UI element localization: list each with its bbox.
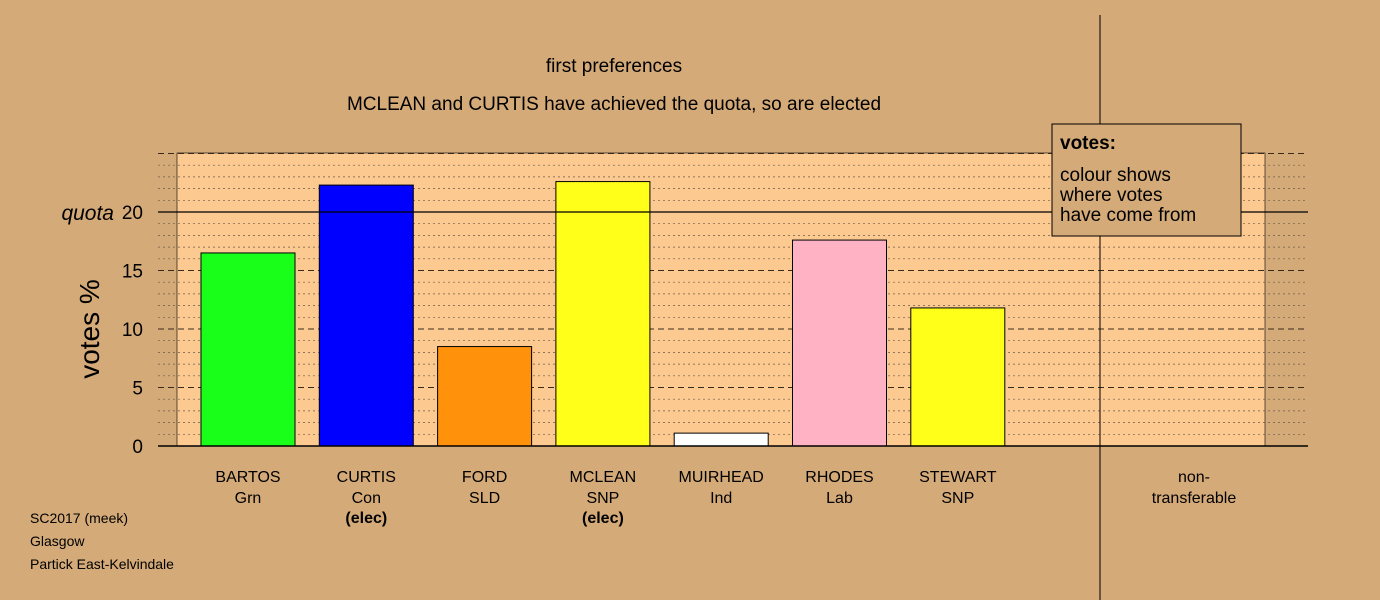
y-tick-label: 20 (122, 203, 143, 224)
x-label-party: SNP (586, 490, 619, 507)
nontransferable-label-line1: non- (1178, 469, 1210, 486)
bar-rhodes (792, 239, 887, 447)
nontransferable-label-line2: transferable (1152, 490, 1237, 507)
legend-line: have come from (1060, 205, 1196, 226)
x-label-candidate: CURTIS (337, 469, 396, 486)
y-tick-label: 10 (122, 320, 143, 341)
x-label-party: Con (352, 490, 381, 507)
bar-curtis (318, 184, 414, 447)
footer-election: SC2017 (meek) (30, 510, 128, 526)
x-label-candidate: STEWART (919, 469, 997, 486)
legend-box (1051, 123, 1242, 237)
x-label-party: Ind (710, 490, 732, 507)
y-tick-label: 0 (132, 437, 143, 458)
legend-line: where votes (1059, 185, 1162, 206)
y-axis: 0 5 10 15 20 (122, 203, 143, 458)
bar-muirhead (673, 432, 769, 447)
legend-line: colour shows (1060, 165, 1171, 186)
footer-ward: Partick East-Kelvindale (30, 556, 174, 572)
x-label-party: Lab (826, 490, 853, 507)
x-label-candidate: FORD (462, 469, 507, 486)
chart-title: first preferences (546, 56, 682, 77)
x-label-candidate: RHODES (805, 469, 873, 486)
x-label-candidate: MCLEAN (570, 469, 637, 486)
y-axis-label: votes % (74, 279, 105, 379)
x-label-party: SNP (941, 490, 974, 507)
x-label-party: Grn (235, 490, 262, 507)
quota-label: quota (61, 202, 114, 225)
chart-subtitle: MCLEAN and CURTIS have achieved the quot… (347, 94, 881, 115)
x-axis-labels: BARTOS Grn CURTIS Con (elec) FORD SLD MCLEAN SNP… (215, 469, 996, 527)
bar-stewart (910, 307, 1006, 447)
y-tick-label: 5 (132, 379, 143, 400)
legend: votes: colour shows where votes have com… (1051, 123, 1242, 237)
footer-council: Glasgow (30, 533, 85, 549)
x-label-candidate: MUIRHEAD (679, 469, 764, 486)
bar-bartos (200, 252, 296, 447)
bars (200, 181, 1006, 447)
legend-title: votes: (1060, 133, 1116, 154)
x-label-elected: (elec) (345, 510, 387, 527)
y-tick-label: 15 (122, 262, 143, 283)
x-label-elected: (elec) (582, 510, 624, 527)
x-label-candidate: BARTOS (215, 469, 280, 486)
bar-mclean (555, 181, 651, 447)
bar-ford (437, 346, 533, 447)
x-label-party: SLD (469, 490, 500, 507)
